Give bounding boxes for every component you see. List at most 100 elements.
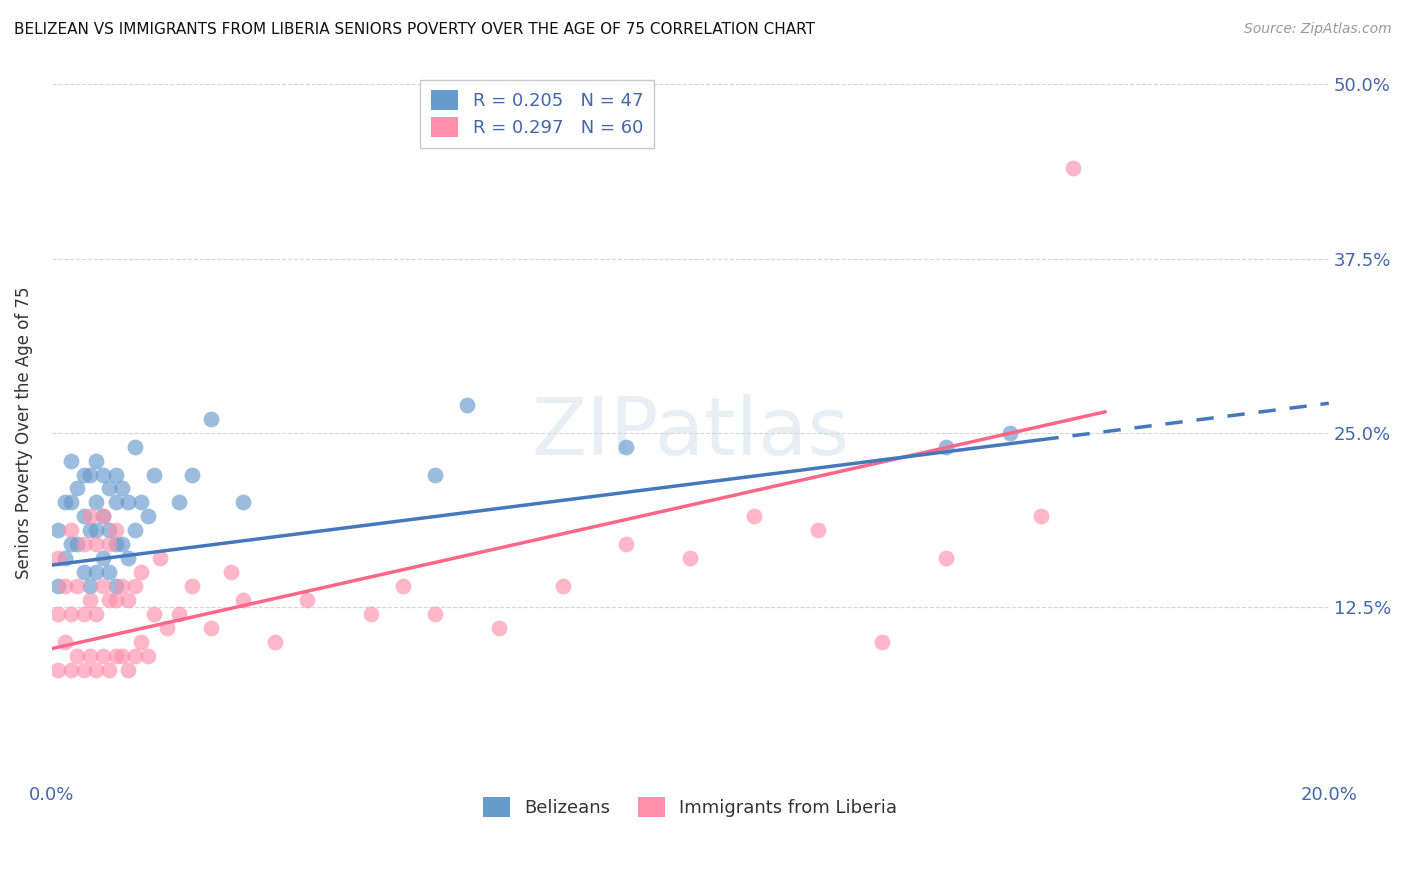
- Point: [53, 634, 76, 648]
- Point: [91, 648, 114, 663]
- Point: [136, 648, 159, 663]
- Point: [79, 648, 101, 663]
- Point: [117, 551, 139, 566]
- Point: [129, 634, 152, 648]
- Point: [91, 579, 114, 593]
- Point: [935, 440, 957, 454]
- Point: [456, 398, 478, 412]
- Point: [679, 551, 702, 566]
- Point: [73, 565, 96, 579]
- Text: BELIZEAN VS IMMIGRANTS FROM LIBERIA SENIORS POVERTY OVER THE AGE OF 75 CORRELATI: BELIZEAN VS IMMIGRANTS FROM LIBERIA SENI…: [14, 22, 815, 37]
- Point: [423, 467, 446, 482]
- Point: [149, 551, 172, 566]
- Point: [551, 579, 574, 593]
- Point: [59, 523, 82, 537]
- Point: [124, 579, 146, 593]
- Point: [200, 411, 222, 425]
- Point: [104, 579, 127, 593]
- Point: [742, 509, 765, 524]
- Point: [181, 467, 204, 482]
- Point: [53, 579, 76, 593]
- Point: [142, 607, 165, 621]
- Point: [86, 607, 108, 621]
- Point: [59, 537, 82, 551]
- Point: [66, 579, 89, 593]
- Point: [98, 482, 121, 496]
- Point: [232, 593, 254, 607]
- Point: [124, 523, 146, 537]
- Point: [104, 523, 127, 537]
- Point: [86, 523, 108, 537]
- Point: [104, 648, 127, 663]
- Point: [73, 663, 96, 677]
- Point: [73, 509, 96, 524]
- Point: [129, 495, 152, 509]
- Point: [86, 453, 108, 467]
- Point: [79, 523, 101, 537]
- Point: [98, 565, 121, 579]
- Point: [998, 425, 1021, 440]
- Point: [616, 537, 638, 551]
- Point: [46, 551, 69, 566]
- Point: [46, 579, 69, 593]
- Point: [117, 593, 139, 607]
- Point: [111, 537, 134, 551]
- Point: [73, 537, 96, 551]
- Point: [111, 482, 134, 496]
- Point: [98, 523, 121, 537]
- Point: [264, 634, 287, 648]
- Point: [79, 509, 101, 524]
- Point: [73, 467, 96, 482]
- Point: [935, 551, 957, 566]
- Point: [91, 551, 114, 566]
- Point: [79, 579, 101, 593]
- Point: [73, 607, 96, 621]
- Point: [219, 565, 242, 579]
- Point: [807, 523, 830, 537]
- Point: [66, 537, 89, 551]
- Point: [104, 495, 127, 509]
- Point: [53, 551, 76, 566]
- Point: [129, 565, 152, 579]
- Legend: Belizeans, Immigrants from Liberia: Belizeans, Immigrants from Liberia: [477, 790, 904, 824]
- Point: [124, 648, 146, 663]
- Point: [104, 593, 127, 607]
- Text: Source: ZipAtlas.com: Source: ZipAtlas.com: [1244, 22, 1392, 37]
- Point: [46, 663, 69, 677]
- Point: [59, 607, 82, 621]
- Text: ZIPatlas: ZIPatlas: [531, 393, 849, 472]
- Y-axis label: Seniors Poverty Over the Age of 75: Seniors Poverty Over the Age of 75: [15, 286, 32, 579]
- Point: [111, 579, 134, 593]
- Point: [295, 593, 318, 607]
- Point: [392, 579, 415, 593]
- Point: [124, 440, 146, 454]
- Point: [104, 467, 127, 482]
- Point: [117, 495, 139, 509]
- Point: [98, 537, 121, 551]
- Point: [98, 663, 121, 677]
- Point: [98, 593, 121, 607]
- Point: [1031, 509, 1053, 524]
- Point: [117, 663, 139, 677]
- Point: [59, 663, 82, 677]
- Point: [169, 607, 191, 621]
- Point: [86, 565, 108, 579]
- Point: [66, 482, 89, 496]
- Point: [79, 467, 101, 482]
- Point: [1062, 161, 1084, 175]
- Point: [86, 663, 108, 677]
- Point: [91, 509, 114, 524]
- Point: [156, 621, 179, 635]
- Point: [91, 467, 114, 482]
- Point: [104, 537, 127, 551]
- Point: [870, 634, 893, 648]
- Point: [91, 509, 114, 524]
- Point: [423, 607, 446, 621]
- Point: [86, 537, 108, 551]
- Point: [181, 579, 204, 593]
- Point: [360, 607, 382, 621]
- Point: [86, 495, 108, 509]
- Point: [232, 495, 254, 509]
- Point: [142, 467, 165, 482]
- Point: [59, 495, 82, 509]
